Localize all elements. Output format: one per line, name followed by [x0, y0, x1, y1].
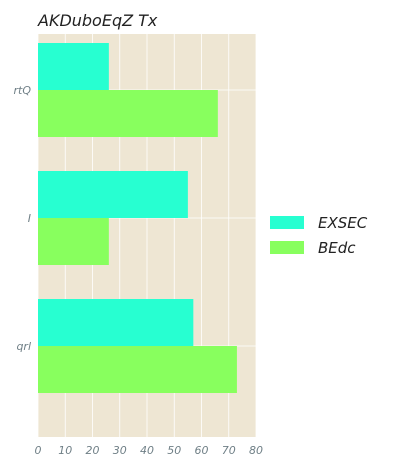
legend: EXSEC BEdc: [270, 214, 368, 257]
y-tick-label: I: [28, 212, 31, 225]
legend-swatch-exsec: [270, 216, 304, 229]
x-tick-label: 80: [249, 444, 263, 457]
bar-exsec: [38, 171, 188, 218]
x-tick-label: 20: [86, 444, 100, 457]
bars: [38, 43, 237, 393]
bar-exsec: [38, 43, 109, 90]
x-tick-labels: 0 10 20 30 40 50 60 70 80: [35, 444, 264, 457]
x-tick-label: 10: [58, 444, 72, 457]
legend-swatch-bedc: [270, 241, 304, 254]
y-tick-label: rtQ: [14, 84, 32, 97]
x-tick-label: 40: [140, 444, 154, 457]
y-tick-label: qrl: [16, 340, 31, 353]
bar-bedc: [38, 346, 237, 393]
bar-bedc: [38, 218, 109, 265]
x-tick-label: 30: [113, 444, 127, 457]
legend-label-exsec: EXSEC: [318, 214, 368, 232]
x-tick-label: 0: [35, 444, 42, 457]
chart-title: AKDuboEqZ Tx: [37, 11, 158, 30]
x-tick-label: 50: [167, 444, 181, 457]
bar-exsec: [38, 299, 194, 346]
legend-label-bedc: BEdc: [318, 239, 356, 257]
x-tick-label: 60: [195, 444, 209, 457]
bar-bedc: [38, 90, 218, 137]
x-tick-label: 70: [222, 444, 236, 457]
